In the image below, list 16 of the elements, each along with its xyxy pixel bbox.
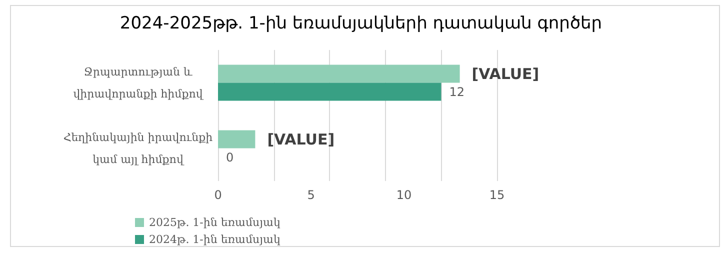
chart-title: 2024-2025թթ. 1-ին եռամսյակների դատական գործեր: [120, 14, 602, 34]
legend-label: 2024թ. 1-ին եռամսյակ: [149, 233, 280, 246]
bar: [218, 82, 442, 101]
bar: [218, 130, 256, 148]
x-tick-label: 5: [307, 188, 315, 202]
x-tick-label: 15: [489, 188, 505, 202]
legend-label: 2025թ. 1-ին եռամսյակ: [149, 216, 280, 229]
x-tick-label: 10: [396, 188, 412, 202]
x-tick-label: 0: [214, 188, 222, 202]
data-label: [VALUE]: [267, 130, 335, 148]
bar: [218, 64, 460, 83]
y-tick-label: Հեղինակային իրավունքի կամ այլ հիմքով: [63, 130, 213, 166]
data-label: [VALUE]: [472, 64, 540, 83]
y-tick-label: Ջրպարտության և վիրավորանքի հիմքով: [73, 65, 204, 100]
data-label: 0: [226, 150, 234, 164]
data-label: 12: [449, 84, 464, 99]
